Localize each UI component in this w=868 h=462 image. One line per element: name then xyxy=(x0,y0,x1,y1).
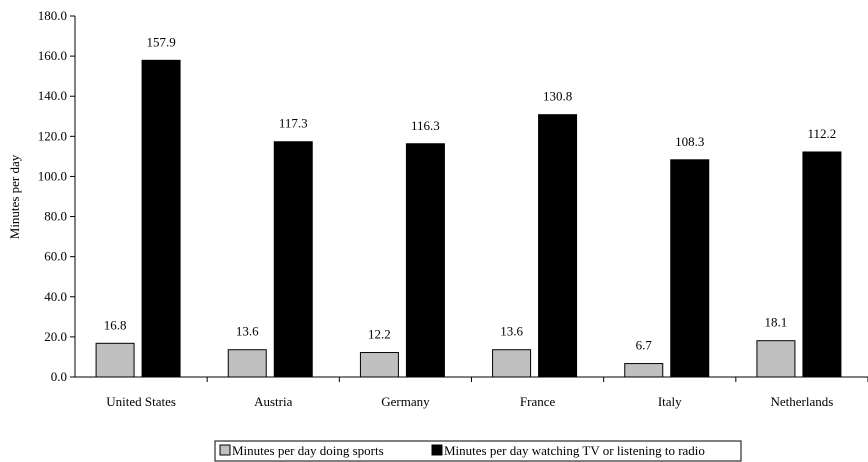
bars xyxy=(95,59,842,378)
y-axis-ticks: 0.0 20.0 40.0 60.0 80.0 100.0 120.0 140.0 160.0 1… xyxy=(38,8,75,384)
data-label: 18.1 xyxy=(765,315,788,330)
bar-tv-radio xyxy=(405,143,445,378)
category-label: United States xyxy=(106,394,176,409)
y-tick-label: 120.0 xyxy=(38,128,67,143)
bar-sports xyxy=(359,352,399,378)
data-label: 12.2 xyxy=(368,327,391,342)
bar-sports xyxy=(492,349,532,378)
category-label: Austria xyxy=(254,394,293,409)
data-label: 108.3 xyxy=(675,134,704,149)
category-label: Germany xyxy=(381,394,430,409)
data-label: 117.3 xyxy=(279,116,308,131)
data-label: 112.2 xyxy=(808,126,837,141)
y-tick-label: 60.0 xyxy=(44,249,67,264)
bar-sports xyxy=(95,342,135,378)
bar-tv-radio xyxy=(273,141,313,378)
legend: Minutes per day doing sports Minutes per… xyxy=(214,440,742,462)
data-label: 116.3 xyxy=(411,118,440,133)
bar-sports xyxy=(624,363,664,378)
bar-sports xyxy=(756,340,796,378)
y-axis-label: Minutes per day xyxy=(7,154,22,239)
category-label: France xyxy=(520,394,556,409)
y-tick-label: 100.0 xyxy=(38,168,67,183)
legend-entry-sports: Minutes per day doing sports xyxy=(232,443,384,458)
y-tick-label: 80.0 xyxy=(44,209,67,224)
bar-tv-radio xyxy=(670,159,710,378)
y-tick-label: 140.0 xyxy=(38,88,67,103)
bar-tv-radio xyxy=(141,59,181,378)
legend-swatch-tv-radio xyxy=(431,444,443,456)
legend-swatch-sports xyxy=(219,444,231,456)
category-labels: United States Austria Germany France Italy Ne… xyxy=(106,377,868,409)
y-tick-label: 0.0 xyxy=(51,369,67,384)
data-label: 157.9 xyxy=(146,34,175,49)
category-label: Italy xyxy=(658,394,682,409)
bar-tv-radio xyxy=(538,114,578,378)
y-tick-label: 20.0 xyxy=(44,329,67,344)
legend-entry-tv-radio: Minutes per day watching TV or listening… xyxy=(444,443,705,458)
data-labels: 16.8 157.9 13.6 117.3 12.2 116.3 13.6 130.8 6.7 1… xyxy=(104,34,837,352)
y-tick-label: 160.0 xyxy=(38,48,67,63)
category-label: Netherlands xyxy=(771,394,834,409)
data-label: 16.8 xyxy=(104,317,127,332)
y-tick-label: 180.0 xyxy=(38,8,67,23)
bar-tv-radio xyxy=(802,151,842,378)
y-tick-label: 40.0 xyxy=(44,289,67,304)
legend-box xyxy=(214,440,742,462)
data-label: 13.6 xyxy=(236,324,259,339)
data-label: 13.6 xyxy=(500,324,523,339)
data-label: 130.8 xyxy=(543,89,572,104)
bar-sports xyxy=(227,349,267,378)
data-label: 6.7 xyxy=(636,338,653,353)
